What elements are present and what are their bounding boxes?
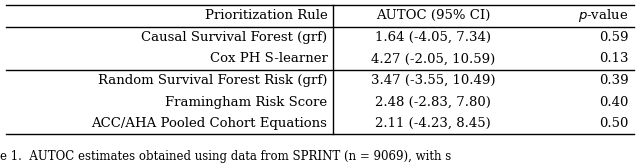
Text: ACC/AHA Pooled Cohort Equations: ACC/AHA Pooled Cohort Equations xyxy=(92,117,328,130)
Text: $p$-value: $p$-value xyxy=(579,7,628,24)
Text: 1.64 (-4.05, 7.34): 1.64 (-4.05, 7.34) xyxy=(375,31,491,44)
Text: AUTOC (95% CI): AUTOC (95% CI) xyxy=(376,9,490,22)
Text: 4.27 (-2.05, 10.59): 4.27 (-2.05, 10.59) xyxy=(371,52,495,66)
Text: Cox PH S-learner: Cox PH S-learner xyxy=(209,52,328,66)
Text: 0.13: 0.13 xyxy=(599,52,628,66)
Text: Prioritization Rule: Prioritization Rule xyxy=(205,9,328,22)
Text: 2.11 (-4.23, 8.45): 2.11 (-4.23, 8.45) xyxy=(375,117,491,130)
Text: Random Survival Forest Risk (grf): Random Survival Forest Risk (grf) xyxy=(98,74,328,87)
Text: 0.40: 0.40 xyxy=(599,96,628,109)
Text: Framingham Risk Score: Framingham Risk Score xyxy=(165,96,328,109)
Text: 0.39: 0.39 xyxy=(599,74,628,87)
Text: 2.48 (-2.83, 7.80): 2.48 (-2.83, 7.80) xyxy=(375,96,491,109)
Text: Causal Survival Forest (grf): Causal Survival Forest (grf) xyxy=(141,31,328,44)
Text: 0.59: 0.59 xyxy=(599,31,628,44)
Text: e 1.  AUTOC estimates obtained using data from SPRINT (n = 9069), with s: e 1. AUTOC estimates obtained using data… xyxy=(0,150,451,163)
Text: 3.47 (-3.55, 10.49): 3.47 (-3.55, 10.49) xyxy=(371,74,495,87)
Text: 0.50: 0.50 xyxy=(599,117,628,130)
